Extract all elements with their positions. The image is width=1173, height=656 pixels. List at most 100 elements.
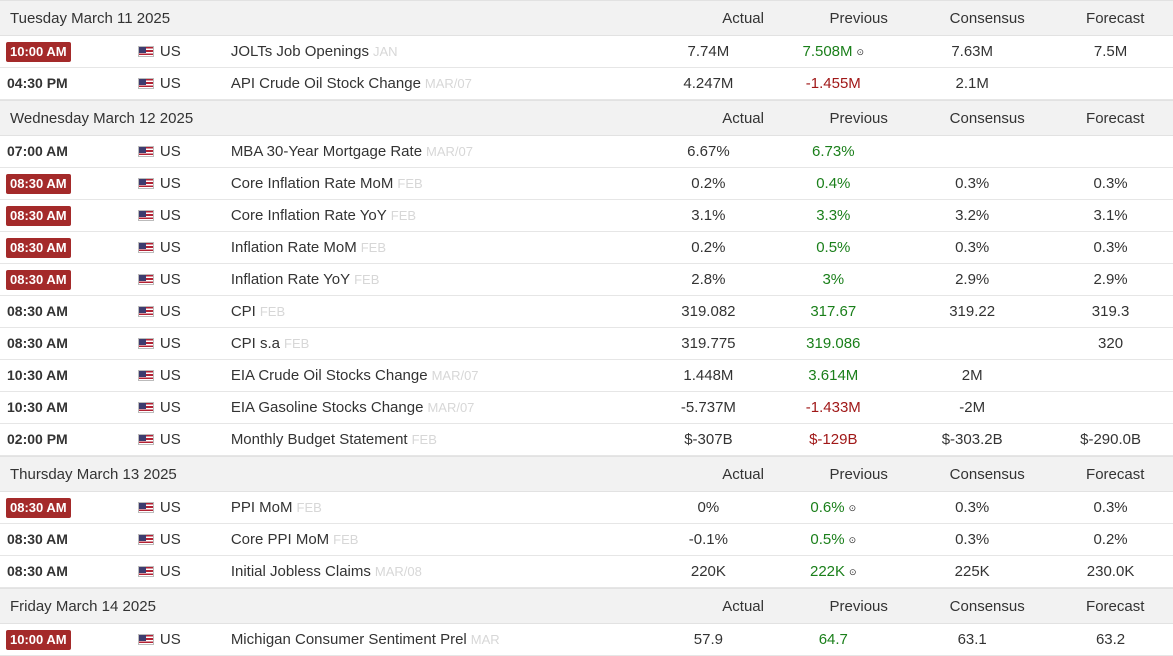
event-link[interactable]: EIA Crude Oil Stocks Change xyxy=(230,367,428,384)
country-code: US xyxy=(159,303,181,320)
previous-value: -1.455M xyxy=(805,75,861,92)
country-cell: US xyxy=(136,367,230,384)
consensus-value: 319.22 xyxy=(949,303,996,320)
col-header-previous: Previous xyxy=(829,597,888,615)
country-cell: US xyxy=(136,175,230,192)
time-label: 08:30 AM xyxy=(7,303,68,319)
calendar-row[interactable]: 08:30 AM US CPI s.a FEB 319.775 319.086 320 xyxy=(0,328,1173,360)
event-link[interactable]: MBA 30-Year Mortgage Rate xyxy=(230,143,423,160)
previous-cell: $-129B xyxy=(770,431,896,448)
time-label: 10:30 AM xyxy=(7,399,68,415)
us-flag-icon xyxy=(137,534,154,545)
event-link[interactable]: Initial Jobless Claims xyxy=(230,563,371,580)
actual-value: 7.74M xyxy=(687,43,730,60)
calendar-row[interactable]: 08:30 AM US Core PPI MoM FEB -0.1% 0.5% ⊙ 0.3% 0… xyxy=(0,524,1173,556)
calendar-row[interactable]: 04:30 PM US API Crude Oil Stock Change MAR/… xyxy=(0,68,1173,100)
reference-period: FEB xyxy=(360,240,386,255)
col-header-actual: Actual xyxy=(722,597,764,615)
time-cell: 08:30 AM xyxy=(0,237,136,258)
calendar-row[interactable]: 08:30 AM US Core Inflation Rate YoY FEB 3.1%… xyxy=(0,200,1173,232)
country-code: US xyxy=(159,431,181,448)
previous-value: 3.614M xyxy=(808,367,859,384)
event-link[interactable]: Core Inflation Rate MoM xyxy=(230,175,394,192)
reference-period: MAR/08 xyxy=(374,564,422,579)
previous-cell: 0.5% xyxy=(770,239,896,256)
col-header-actual: Actual xyxy=(722,9,764,27)
country-code: US xyxy=(159,335,181,352)
calendar-row[interactable]: 08:30 AM US PPI MoM FEB 0% 0.6% ⊙ 0.3% 0.3% xyxy=(0,492,1173,524)
actual-value: 0.2% xyxy=(691,175,726,192)
previous-cell: 0.5% ⊙ xyxy=(770,531,896,548)
event-cell: JOLTs Job Openings JAN xyxy=(230,43,647,60)
time-badge: 08:30 AM xyxy=(6,497,71,518)
revised-circle-icon: ⊙ xyxy=(848,534,857,545)
consensus-value: $-303.2B xyxy=(941,431,1003,448)
event-link[interactable]: API Crude Oil Stock Change xyxy=(230,75,421,92)
calendar-row[interactable]: 08:30 AM US Inflation Rate YoY FEB 2.8% 3% 2.9… xyxy=(0,264,1173,296)
event-link[interactable]: Inflation Rate YoY xyxy=(230,271,351,288)
time-badge: 08:30 AM xyxy=(6,269,71,290)
actual-value: 3.1% xyxy=(691,207,726,224)
country-code: US xyxy=(159,207,181,224)
calendar-row[interactable]: 07:00 AM US MBA 30-Year Mortgage Rate MAR/0… xyxy=(0,136,1173,168)
consensus-value: 0.3% xyxy=(955,499,990,516)
event-cell: Initial Jobless Claims MAR/08 xyxy=(230,563,647,580)
event-link[interactable]: Monthly Budget Statement xyxy=(230,431,408,448)
calendar-row[interactable]: 10:00 AM US JOLTs Job Openings JAN 7.74M 7.50… xyxy=(0,36,1173,68)
us-flag-icon xyxy=(137,370,154,381)
calendar-row[interactable]: 10:00 AM US Michigan Consumer Sentiment Pr… xyxy=(0,624,1173,656)
event-link[interactable]: JOLTs Job Openings xyxy=(230,43,369,60)
previous-cell: 3.614M xyxy=(770,367,896,384)
event-cell: Michigan Consumer Sentiment Prel MAR xyxy=(230,631,647,648)
event-link[interactable]: Core Inflation Rate YoY xyxy=(230,207,387,224)
event-link[interactable]: Michigan Consumer Sentiment Prel xyxy=(230,631,467,648)
country-code: US xyxy=(159,75,181,92)
forecast-value: 3.1% xyxy=(1093,207,1128,224)
event-link[interactable]: PPI MoM xyxy=(230,499,293,516)
date-label: Friday March 14 2025 xyxy=(10,597,156,615)
col-header-actual: Actual xyxy=(722,109,764,127)
country-cell: US xyxy=(136,303,230,320)
us-flag-icon xyxy=(137,434,154,445)
calendar-row[interactable]: 08:30 AM US Core Inflation Rate MoM FEB 0.2%… xyxy=(0,168,1173,200)
event-link[interactable]: CPI xyxy=(230,303,256,320)
us-flag-icon xyxy=(137,338,154,349)
forecast-value: 63.2 xyxy=(1095,631,1126,648)
col-header-forecast: Forecast xyxy=(1086,465,1145,483)
date-header: Tuesday March 11 2025 Actual Previous Conse… xyxy=(0,0,1173,36)
consensus-value: -2M xyxy=(959,399,986,416)
time-cell: 08:30 AM xyxy=(0,563,136,580)
previous-value: 3.3% xyxy=(816,207,851,224)
consensus-value: 3.2% xyxy=(955,207,990,224)
country-code: US xyxy=(159,631,181,648)
event-link[interactable]: Inflation Rate MoM xyxy=(230,239,357,256)
event-link[interactable]: EIA Gasoline Stocks Change xyxy=(230,399,424,416)
time-cell: 08:30 AM xyxy=(0,269,136,290)
calendar-row[interactable]: 08:30 AM US Initial Jobless Claims MAR/08 22… xyxy=(0,556,1173,588)
forecast-value: 0.2% xyxy=(1093,531,1128,548)
calendar-row[interactable]: 10:30 AM US EIA Crude Oil Stocks Change MAR… xyxy=(0,360,1173,392)
calendar-row[interactable]: 08:30 AM US CPI FEB 319.082 317.67 319.22 319.3 xyxy=(0,296,1173,328)
event-cell: API Crude Oil Stock Change MAR/07 xyxy=(230,75,647,92)
event-link[interactable]: Core PPI MoM xyxy=(230,531,330,548)
calendar-row[interactable]: 08:30 AM US Inflation Rate MoM FEB 0.2% 0.5% 0… xyxy=(0,232,1173,264)
consensus-value: 7.63M xyxy=(951,43,994,60)
consensus-value: 2.9% xyxy=(955,271,990,288)
consensus-value: 0.3% xyxy=(955,175,990,192)
country-cell: US xyxy=(136,631,230,648)
col-header-consensus: Consensus xyxy=(949,465,1025,483)
date-label: Wednesday March 12 2025 xyxy=(10,109,194,127)
us-flag-icon xyxy=(137,78,154,89)
event-link[interactable]: CPI s.a xyxy=(230,335,280,352)
event-cell: MBA 30-Year Mortgage Rate MAR/07 xyxy=(230,143,647,160)
calendar-row[interactable]: 02:00 PM US Monthly Budget Statement FEB $-3… xyxy=(0,424,1173,456)
us-flag-icon xyxy=(137,402,154,413)
time-cell: 10:30 AM xyxy=(0,399,136,416)
previous-value: 0.4% xyxy=(816,175,851,192)
calendar-row[interactable]: 10:30 AM US EIA Gasoline Stocks Change MAR/… xyxy=(0,392,1173,424)
country-cell: US xyxy=(136,207,230,224)
date-label: Thursday March 13 2025 xyxy=(10,465,177,483)
event-cell: CPI FEB xyxy=(230,303,647,320)
time-label: 08:30 AM xyxy=(7,531,68,547)
col-header-previous: Previous xyxy=(829,9,888,27)
